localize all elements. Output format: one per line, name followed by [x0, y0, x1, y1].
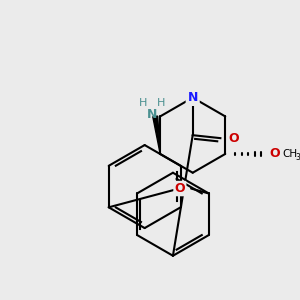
Text: N: N — [188, 91, 198, 104]
Text: N: N — [147, 108, 158, 121]
Text: H: H — [139, 98, 148, 108]
Text: O: O — [175, 182, 185, 195]
Text: CH: CH — [283, 149, 298, 159]
Text: O: O — [270, 148, 280, 160]
Text: 3: 3 — [296, 153, 300, 162]
Polygon shape — [153, 116, 160, 154]
Text: H: H — [157, 98, 165, 108]
Text: O: O — [228, 132, 239, 145]
